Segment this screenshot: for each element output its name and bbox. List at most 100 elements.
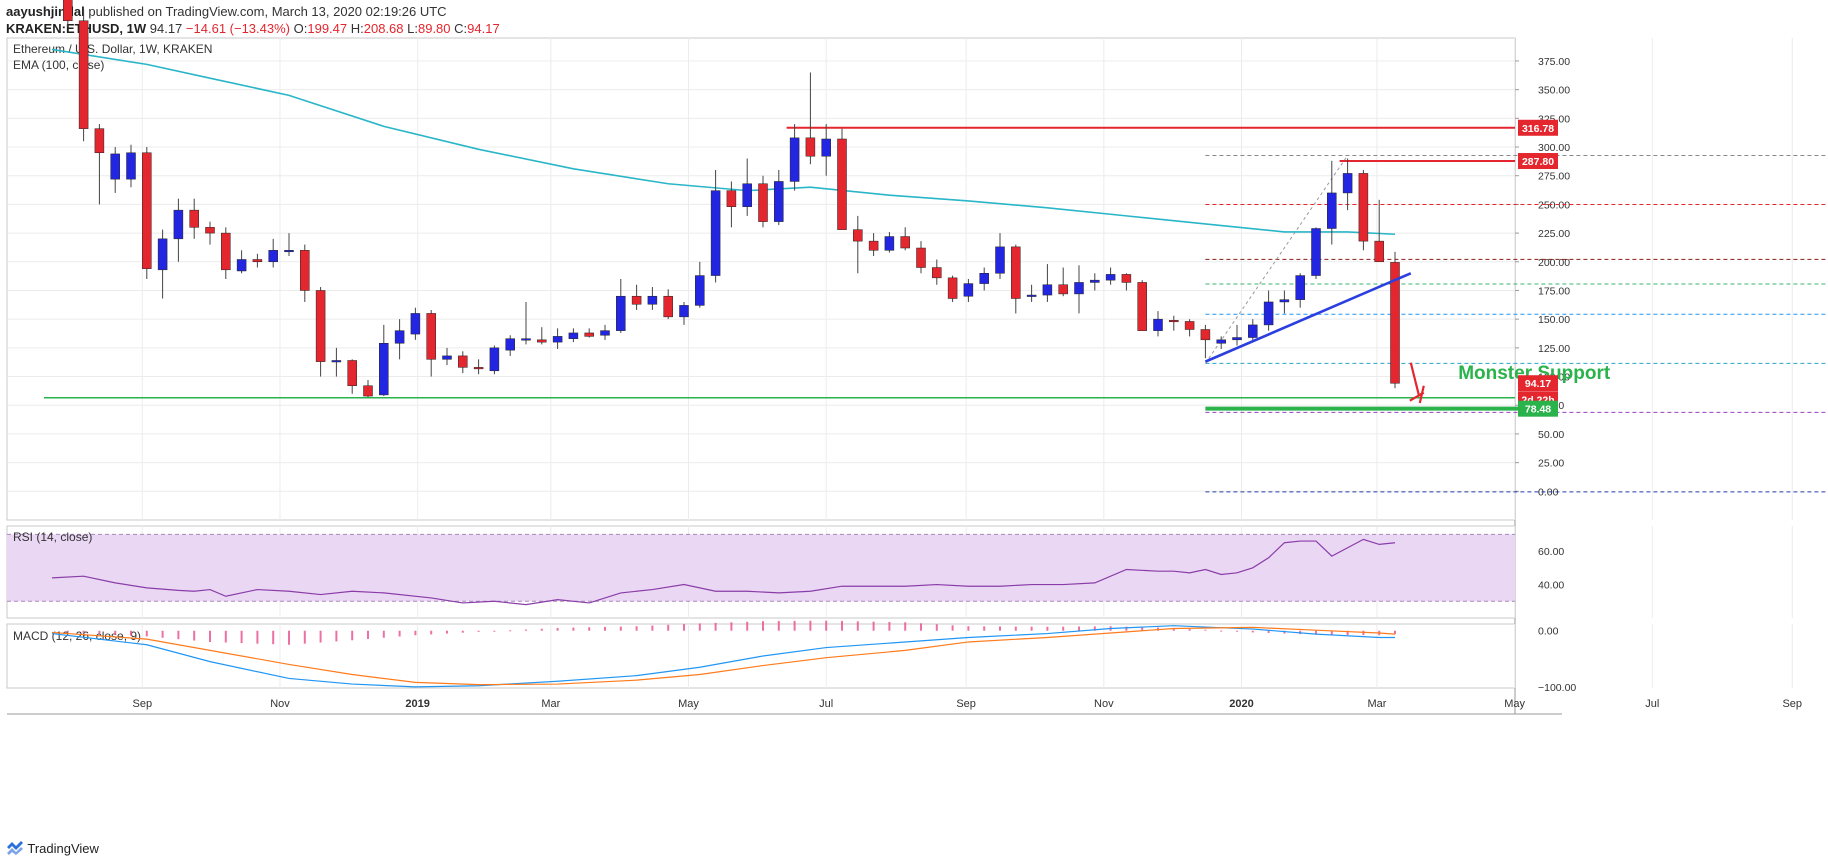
price-tag[interactable] bbox=[1518, 375, 1558, 392]
candle-body[interactable] bbox=[821, 138, 831, 157]
candle-body[interactable] bbox=[616, 295, 626, 331]
candle-body[interactable] bbox=[63, 0, 73, 22]
candle-body[interactable] bbox=[1026, 294, 1037, 297]
candle-body[interactable] bbox=[521, 338, 531, 341]
candle-body[interactable] bbox=[1137, 282, 1147, 331]
candle-body[interactable] bbox=[505, 338, 515, 351]
candle-body[interactable] bbox=[1042, 284, 1053, 296]
price-tag[interactable] bbox=[1518, 119, 1558, 136]
candle-body[interactable] bbox=[537, 339, 547, 343]
candle-body[interactable] bbox=[1390, 262, 1400, 384]
candle-body[interactable] bbox=[473, 367, 484, 370]
rsi-line[interactable] bbox=[51, 538, 1396, 606]
candle-body[interactable] bbox=[884, 236, 895, 251]
candle-body[interactable] bbox=[1358, 173, 1369, 242]
y-tick-label: 175.00 bbox=[1538, 285, 1570, 297]
candle-body[interactable] bbox=[742, 183, 752, 207]
candle-body[interactable] bbox=[157, 238, 168, 271]
candle-body[interactable] bbox=[1011, 246, 1021, 299]
candle-body[interactable] bbox=[631, 295, 642, 305]
candle-body[interactable] bbox=[663, 295, 673, 318]
candle-body[interactable] bbox=[284, 250, 294, 253]
candle-body[interactable] bbox=[126, 152, 136, 180]
candle-body[interactable] bbox=[679, 305, 689, 318]
candle-body[interactable] bbox=[774, 181, 784, 222]
candle-body[interactable] bbox=[94, 128, 105, 154]
candle-body[interactable] bbox=[1074, 282, 1084, 295]
candle-body[interactable] bbox=[142, 152, 152, 269]
rsi-pane[interactable]: 40.00 60.00 RSI (14, close) bbox=[7, 530, 1564, 606]
footer-brand[interactable]: TradingView bbox=[6, 841, 99, 856]
candle-body[interactable] bbox=[789, 137, 800, 182]
candle-body[interactable] bbox=[1374, 240, 1384, 263]
candle-body[interactable] bbox=[1058, 284, 1068, 295]
candle-body[interactable] bbox=[568, 332, 579, 339]
candle-body[interactable] bbox=[1263, 301, 1274, 326]
candle-body[interactable] bbox=[963, 283, 974, 297]
candle-body[interactable] bbox=[1279, 299, 1290, 303]
candle-body[interactable] bbox=[1121, 274, 1132, 283]
candle-body[interactable] bbox=[173, 209, 184, 240]
candle-body[interactable] bbox=[1327, 192, 1337, 229]
price-tag-label: 78.48 bbox=[1525, 404, 1551, 416]
candle-body[interactable] bbox=[363, 385, 373, 397]
candle-body[interactable] bbox=[410, 313, 421, 335]
candle-body[interactable] bbox=[695, 275, 705, 306]
candle-body[interactable] bbox=[489, 347, 500, 372]
candle-body[interactable] bbox=[394, 330, 405, 344]
candle-body[interactable] bbox=[837, 138, 847, 230]
candle-body[interactable] bbox=[1295, 275, 1305, 300]
candle-body[interactable] bbox=[1200, 329, 1211, 341]
candle-body[interactable] bbox=[995, 246, 1005, 274]
candle-body[interactable] bbox=[110, 153, 120, 180]
signal-line[interactable] bbox=[51, 626, 1396, 686]
candle-body[interactable] bbox=[916, 247, 926, 268]
candle-body[interactable] bbox=[379, 343, 389, 396]
candle-body[interactable] bbox=[947, 277, 958, 299]
candle-body[interactable] bbox=[1105, 274, 1116, 281]
candle-body[interactable] bbox=[710, 190, 721, 276]
candle-body[interactable] bbox=[268, 250, 278, 263]
price-tag[interactable] bbox=[1518, 153, 1558, 170]
candle-body[interactable] bbox=[442, 355, 452, 360]
candle-body[interactable] bbox=[1232, 337, 1242, 341]
candle-body[interactable] bbox=[647, 295, 658, 305]
trend-line[interactable] bbox=[1204, 272, 1412, 363]
candle-body[interactable] bbox=[1169, 320, 1179, 323]
candle-body[interactable] bbox=[331, 360, 342, 363]
candle-body[interactable] bbox=[600, 330, 610, 336]
candle-body[interactable] bbox=[758, 183, 768, 222]
candle-body[interactable] bbox=[236, 259, 247, 272]
candle-body[interactable] bbox=[1216, 339, 1226, 344]
candle-body[interactable] bbox=[315, 290, 326, 362]
candle-body[interactable] bbox=[1090, 279, 1100, 283]
candle-body[interactable] bbox=[426, 313, 436, 360]
candle-body[interactable] bbox=[347, 360, 357, 386]
candle-body[interactable] bbox=[805, 137, 816, 157]
candle-body[interactable] bbox=[1311, 228, 1321, 276]
candle-body[interactable] bbox=[868, 240, 879, 251]
candle-body[interactable] bbox=[189, 209, 199, 228]
candle-body[interactable] bbox=[221, 232, 231, 271]
candle-body[interactable] bbox=[252, 259, 263, 263]
candle-body[interactable] bbox=[78, 20, 89, 129]
candle-body[interactable] bbox=[458, 355, 468, 368]
candle-body[interactable] bbox=[1153, 318, 1163, 331]
price-tag[interactable] bbox=[1518, 400, 1558, 417]
price-pane[interactable]: 0.0025.0050.0075.00100.00125.00150.00175… bbox=[7, 0, 1828, 498]
candle-body[interactable] bbox=[932, 267, 942, 279]
time-axis[interactable]: Sep Nov 2019 Mar May Jul Sep Nov 2020 Mar May Jul Se… bbox=[132, 698, 1828, 710]
candle-body[interactable] bbox=[726, 190, 737, 207]
candle-body[interactable] bbox=[1184, 321, 1195, 330]
candle-body[interactable] bbox=[979, 273, 989, 284]
candle-body[interactable] bbox=[300, 250, 310, 291]
candle-body[interactable] bbox=[900, 236, 910, 249]
candle-body[interactable] bbox=[853, 229, 863, 242]
candle-body[interactable] bbox=[552, 336, 563, 343]
candle-body[interactable] bbox=[1248, 324, 1258, 338]
candle-body[interactable] bbox=[205, 227, 215, 234]
candle-body[interactable] bbox=[1342, 173, 1353, 194]
candle-body[interactable] bbox=[584, 332, 594, 337]
